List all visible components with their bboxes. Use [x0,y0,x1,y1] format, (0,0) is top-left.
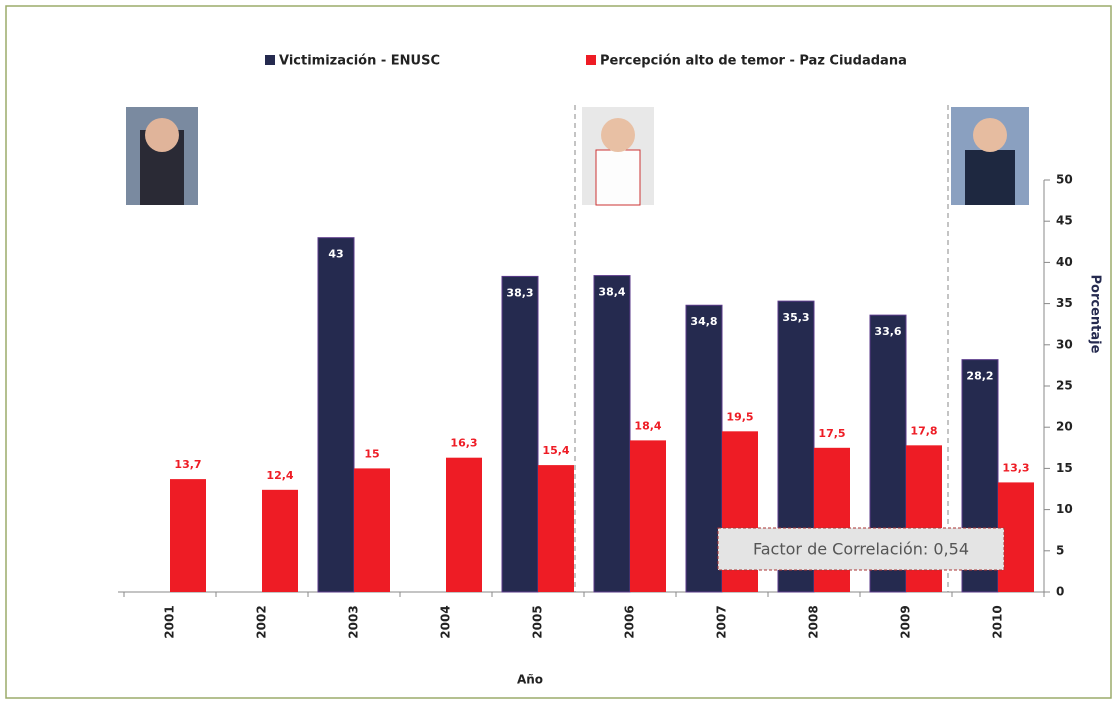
x-tick-label: 2010 [991,605,1005,638]
x-tick-label: 2007 [715,605,729,638]
y-tick-label: 25 [1056,379,1073,393]
value-label: 19,5 [726,410,753,423]
y-tick-label: 50 [1056,173,1073,187]
bar [593,275,631,593]
value-label: 43 [328,248,343,261]
value-label: 28,2 [966,370,993,383]
annotation-box [717,527,1005,571]
y-tick-label: 40 [1056,255,1073,269]
photo [973,118,1007,152]
y-tick-label: 30 [1056,337,1073,351]
y-tick-label: 45 [1056,214,1073,228]
bar [685,304,723,593]
photo [145,118,179,152]
value-label: 17,8 [910,424,937,437]
value-label: 34,8 [690,315,717,328]
bar [630,440,666,592]
legend-label: Victimización - ENUSC [279,54,440,69]
x-tick-label: 2002 [255,605,269,638]
x-tick-label: 2006 [623,605,637,638]
x-tick-label: 2001 [163,605,177,638]
value-label: 38,3 [506,286,533,299]
value-label: 18,4 [634,419,661,432]
value-label: 15 [364,447,379,460]
value-label: 35,3 [782,311,809,324]
bar [446,457,482,592]
y-axis-title: Porcentaje [1088,275,1103,354]
value-label: 15,4 [542,444,569,457]
x-tick-label: 2004 [439,605,453,638]
bar [170,479,206,592]
x-tick-label: 2008 [807,605,821,638]
photos [126,107,1029,206]
y-tick-label: 5 [1056,543,1064,557]
value-label: 33,6 [874,325,901,338]
legend-swatch [586,55,596,65]
value-label: 38,4 [598,286,625,299]
bar [317,237,355,593]
x-axis-title: Año [517,673,543,687]
x-tick-label: 2009 [899,605,913,638]
y-tick-label: 10 [1056,502,1073,516]
value-label: 13,7 [174,458,201,471]
y-tick-label: 15 [1056,461,1073,475]
photo [595,149,641,206]
bar [262,489,298,592]
value-label: 13,3 [1002,461,1029,474]
y-tick-label: 20 [1056,420,1073,434]
y-tick-label: 0 [1056,585,1064,599]
value-label: 17,5 [818,427,845,440]
value-label: 12,4 [266,469,293,482]
legend-swatch [265,55,275,65]
bar [354,468,390,592]
x-tick-label: 2003 [347,605,361,638]
photo [965,150,1015,205]
photo [601,118,635,152]
x-tick-label: 2005 [531,605,545,638]
annotation: Factor de Correlación: 0,54 [753,540,969,559]
bar [538,465,574,592]
legend-label: Percepción alto de temor - Paz Ciudadana [600,54,907,69]
y-tick-label: 35 [1056,296,1073,310]
bar [501,275,539,593]
value-label: 16,3 [450,437,477,450]
